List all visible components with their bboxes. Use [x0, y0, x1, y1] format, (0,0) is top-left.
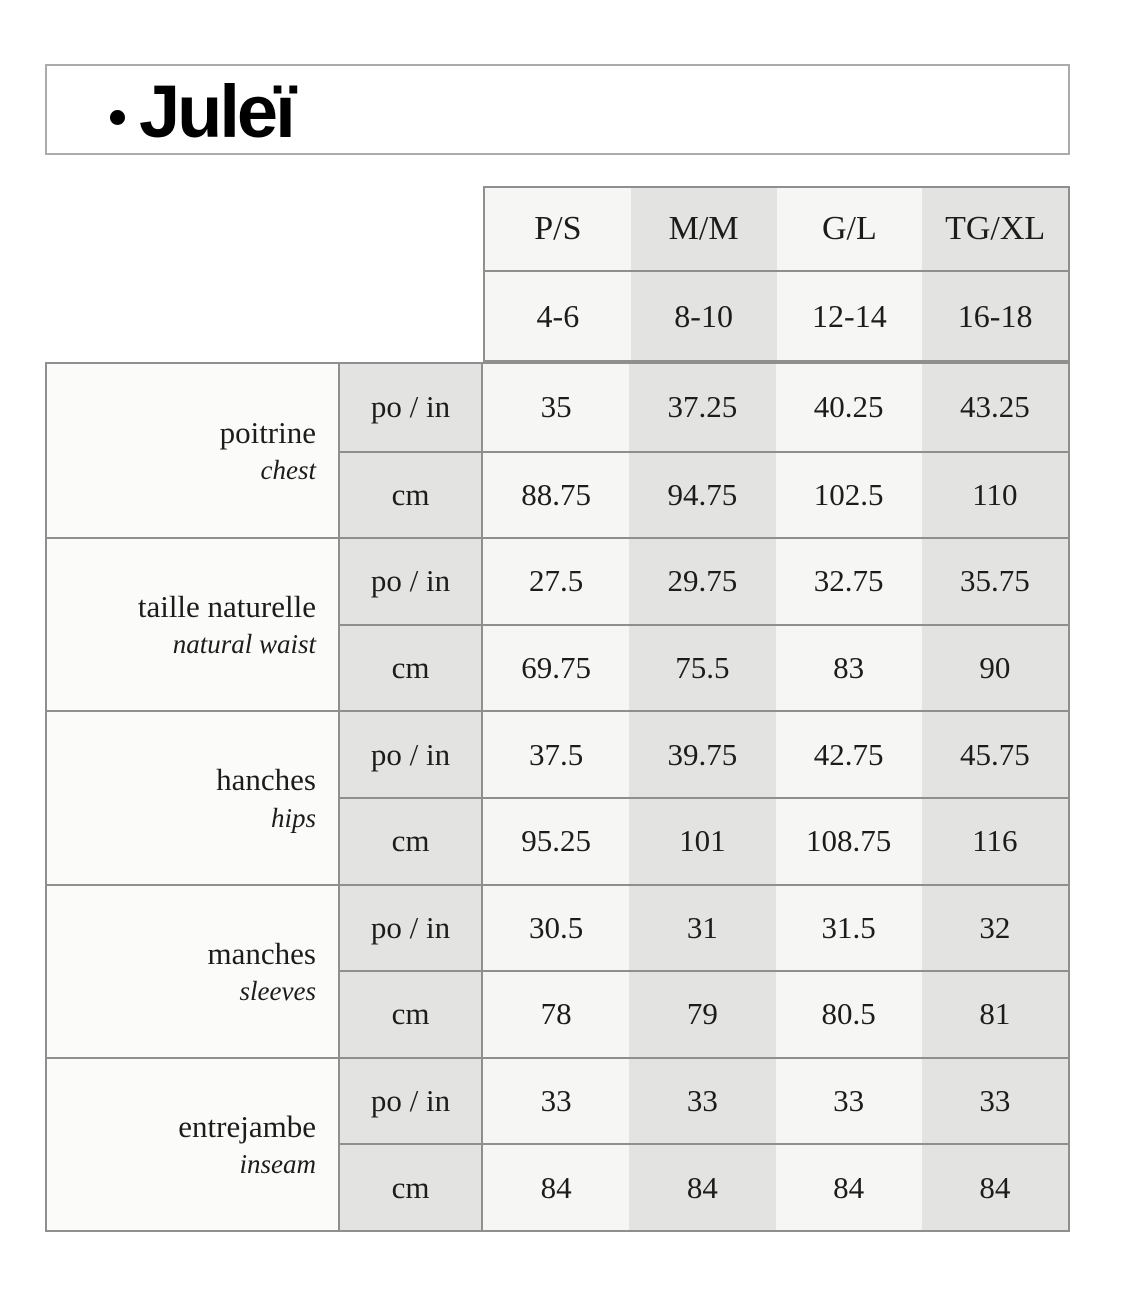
unit-label-cm: cm	[340, 623, 483, 711]
measurement-row-label: taille naturelle natural waist	[47, 537, 340, 711]
value-cell: 33	[629, 1056, 776, 1144]
unit-label-inches: po / in	[340, 364, 483, 451]
measurement-name-en: hips	[270, 802, 316, 833]
size-range: 16-18	[922, 270, 1068, 360]
value-cell: 90	[921, 623, 1068, 711]
measurement-name-fr: hanches	[216, 762, 316, 798]
logo-dot-icon	[110, 110, 125, 125]
value-cell: 78	[483, 970, 630, 1057]
unit-label-cm: cm	[340, 450, 483, 538]
value-cell: 83	[775, 623, 922, 711]
size-column-header: P/S	[485, 188, 631, 270]
value-cell: 84	[775, 1143, 922, 1230]
measurement-name-fr: poitrine	[219, 414, 316, 450]
value-cell: 84	[921, 1143, 1068, 1230]
unit-label-inches: po / in	[340, 1056, 483, 1144]
brand-logo-box: Juleï	[45, 64, 1070, 155]
size-range: 8-10	[630, 270, 777, 360]
value-cell: 30.5	[483, 883, 630, 971]
size-columns-header: P/S M/M G/L TG/XL 4-6 8-10 12-14 16-18	[483, 186, 1070, 362]
value-cell: 31.5	[775, 883, 922, 971]
value-cell: 110	[921, 450, 1068, 538]
value-cell: 27.5	[483, 537, 630, 624]
value-cell: 94.75	[629, 450, 776, 538]
logo-text: Juleï	[139, 70, 296, 153]
size-range: 4-6	[485, 270, 631, 360]
value-cell: 88.75	[483, 450, 630, 538]
value-cell: 45.75	[921, 710, 1068, 797]
unit-label-cm: cm	[340, 796, 483, 884]
unit-label-inches: po / in	[340, 710, 483, 797]
size-column-header: M/M	[630, 188, 777, 270]
measurement-row-label: poitrine chest	[47, 364, 340, 538]
measurement-row-label: hanches hips	[47, 710, 340, 884]
measurement-name-fr: entrejambe	[178, 1108, 316, 1144]
value-cell: 39.75	[629, 710, 776, 797]
value-cell: 81	[921, 970, 1068, 1057]
value-cell: 37.5	[483, 710, 630, 797]
measurement-name-fr: manches	[207, 935, 316, 971]
value-cell: 35.75	[921, 537, 1068, 624]
unit-label-cm: cm	[340, 1143, 483, 1230]
value-cell: 84	[629, 1143, 776, 1230]
measurement-row-label: entrejambe inseam	[47, 1056, 340, 1230]
value-cell: 108.75	[775, 796, 922, 884]
brand-logo: Juleï	[47, 66, 1068, 153]
value-cell: 79	[629, 970, 776, 1057]
value-cell: 33	[921, 1056, 1068, 1144]
value-cell: 116	[921, 796, 1068, 884]
value-cell: 31	[629, 883, 776, 971]
value-cell: 101	[629, 796, 776, 884]
unit-label-inches: po / in	[340, 883, 483, 971]
value-cell: 75.5	[629, 623, 776, 711]
size-range: 12-14	[776, 270, 923, 360]
value-cell: 43.25	[921, 364, 1068, 451]
value-cell: 33	[483, 1056, 630, 1144]
value-cell: 102.5	[775, 450, 922, 538]
value-cell: 32.75	[775, 537, 922, 624]
unit-label-inches: po / in	[340, 537, 483, 624]
unit-label-cm: cm	[340, 970, 483, 1057]
value-cell: 32	[921, 883, 1068, 971]
value-cell: 42.75	[775, 710, 922, 797]
value-cell: 33	[775, 1056, 922, 1144]
value-cell: 95.25	[483, 796, 630, 884]
value-cell: 84	[483, 1143, 630, 1230]
value-cell: 80.5	[775, 970, 922, 1057]
measurements-table: poitrine chest po / in 35 37.25 40.25 43…	[45, 362, 1070, 1232]
measurement-name-en: natural waist	[172, 629, 316, 660]
value-cell: 35	[483, 364, 630, 451]
measurement-name-en: chest	[260, 455, 316, 486]
measurement-row-label: manches sleeves	[47, 883, 340, 1057]
value-cell: 40.25	[775, 364, 922, 451]
size-column-header: G/L	[776, 188, 923, 270]
value-cell: 69.75	[483, 623, 630, 711]
measurement-name-en: sleeves	[239, 975, 316, 1006]
measurement-name-en: inseam	[239, 1148, 317, 1179]
size-column-header: TG/XL	[922, 188, 1068, 270]
measurement-name-fr: taille naturelle	[137, 589, 316, 625]
value-cell: 37.25	[629, 364, 776, 451]
value-cell: 29.75	[629, 537, 776, 624]
